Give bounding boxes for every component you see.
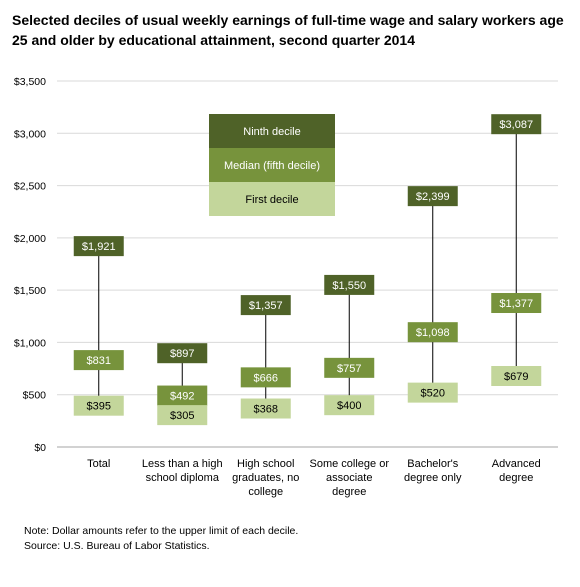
median-fifth-decile-data-label: $1,098: [416, 327, 450, 339]
ninth-decile-data-label: $897: [170, 348, 194, 360]
y-tick-label: $1,000: [14, 337, 46, 349]
legend-swatch-ninth-decile: [209, 114, 335, 148]
y-tick-label: $0: [34, 442, 46, 454]
y-tick-label: $3,000: [14, 128, 46, 140]
x-category-label: Some college or associate degree: [310, 458, 390, 498]
first-decile-data-label: $400: [337, 400, 361, 412]
median-fifth-decile-data-label: $492: [170, 391, 194, 403]
source-text: Source: U.S. Bureau of Labor Statistics.: [24, 540, 210, 552]
legend-swatch-median-fifth-decile: [209, 148, 335, 182]
legend-swatch-first-decile: [209, 182, 335, 216]
median-fifth-decile-marker: [73, 350, 124, 371]
legend-label-median-fifth-decile: Median (fifth decile): [224, 160, 320, 172]
median-fifth-decile-marker: [157, 385, 208, 406]
y-tick-label: $2,500: [14, 181, 46, 193]
median-fifth-decile-data-label: $831: [87, 355, 111, 367]
y-tick-label: $2,000: [14, 233, 46, 245]
median-fifth-decile-marker: [324, 357, 375, 378]
first-decile-data-label: $395: [87, 401, 111, 413]
ninth-decile-marker: [491, 114, 542, 135]
y-tick-label: $1,500: [14, 285, 46, 297]
x-category-label: Less than a high school diploma: [142, 458, 223, 484]
median-fifth-decile-data-label: $1,377: [499, 298, 533, 310]
first-decile-marker: [491, 365, 542, 386]
ninth-decile-data-label: $1,550: [332, 280, 366, 292]
median-fifth-decile-marker: [407, 322, 458, 343]
legend: Ninth decile Median (fifth decile) First d…: [209, 114, 335, 216]
first-decile-data-label: $368: [254, 404, 278, 416]
ninth-decile-marker: [240, 295, 291, 316]
first-decile-marker: [324, 395, 375, 416]
first-decile-data-label: $520: [421, 388, 445, 400]
median-fifth-decile-marker: [491, 293, 542, 314]
y-tick-label: $500: [23, 390, 47, 402]
median-fifth-decile-data-label: $666: [254, 372, 278, 384]
legend-label-first-decile: First decile: [245, 194, 298, 206]
ninth-decile-marker: [157, 343, 208, 364]
median-fifth-decile-marker: [240, 367, 291, 388]
ninth-decile-marker: [73, 236, 124, 257]
first-decile-data-label: $679: [504, 371, 528, 383]
ninth-decile-data-label: $1,357: [249, 300, 283, 312]
ninth-decile-data-label: $2,399: [416, 191, 450, 203]
first-decile-marker: [157, 405, 208, 426]
x-category-label: Advanced degree: [492, 458, 541, 484]
decile-markers: $1,921 $897 $1,357 $1,550 $2,399 $3,087 $831 $4…: [73, 114, 542, 426]
x-category-label: Total: [87, 458, 110, 470]
first-decile-marker: [240, 398, 291, 419]
x-axis: Total Less than a high school diploma High …: [87, 458, 541, 498]
y-axis: $0 $500 $1,000 $1,500 $2,000 $2,500 $3,000 $3,5…: [14, 76, 46, 454]
y-tick-label: $3,500: [14, 76, 46, 88]
first-decile-data-label: $305: [170, 410, 194, 422]
ninth-decile-marker: [324, 274, 375, 295]
legend-label-ninth-decile: Ninth decile: [243, 126, 300, 138]
decile-range-lines: [98, 124, 517, 416]
ninth-decile-data-label: $1,921: [82, 241, 116, 253]
note-text: Note: Dollar amounts refer to the upper …: [24, 525, 299, 537]
chart-title: Selected deciles of usual weekly earning…: [12, 12, 564, 48]
x-category-label: High school graduates, no college: [232, 458, 299, 498]
ninth-decile-marker: [407, 186, 458, 207]
first-decile-marker: [407, 382, 458, 403]
ninth-decile-data-label: $3,087: [499, 119, 533, 131]
median-fifth-decile-data-label: $757: [337, 363, 361, 375]
first-decile-marker: [73, 395, 124, 416]
x-category-label: Bachelor's degree only: [404, 458, 462, 484]
